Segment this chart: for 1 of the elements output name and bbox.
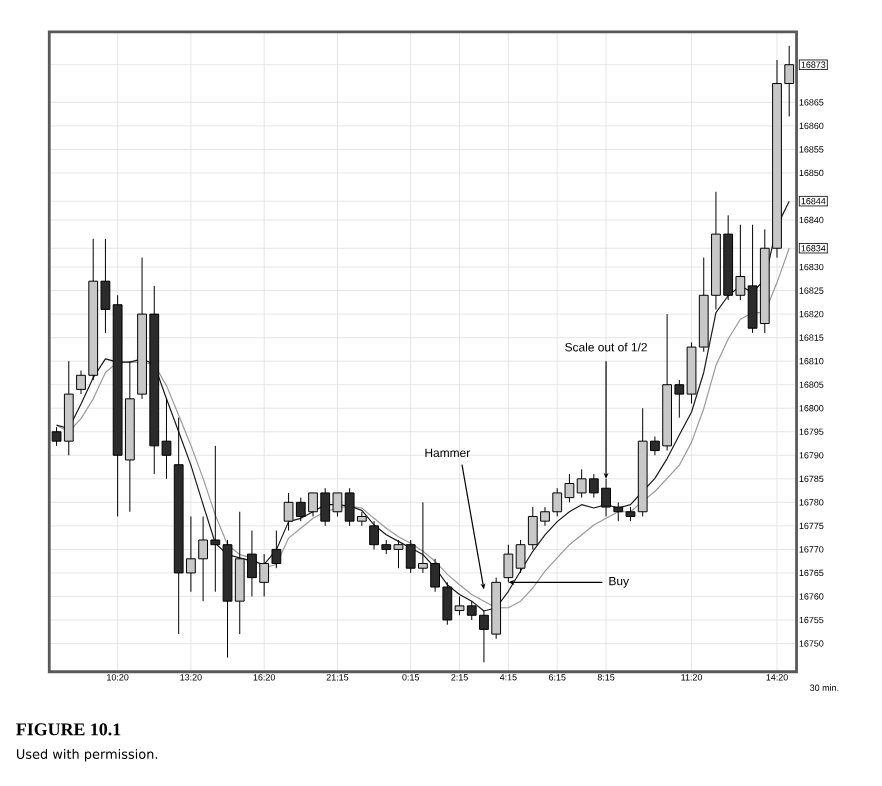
text: FIGURE 10.1 — [16, 723, 121, 736]
